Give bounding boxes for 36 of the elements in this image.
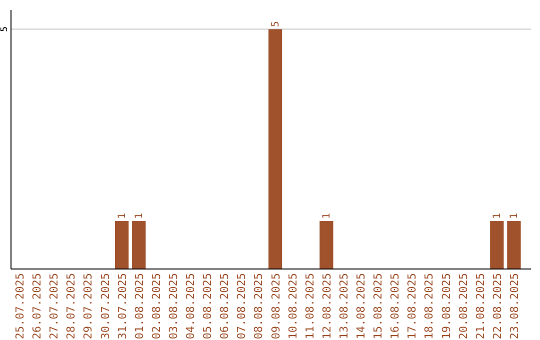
x-tick-label: 04.08.2025 <box>184 273 198 340</box>
x-tick-label: 06.08.2025 <box>218 273 232 340</box>
x-tick-label: 15.08.2025 <box>372 273 385 340</box>
x-tick-label: 11.08.2025 <box>303 273 316 340</box>
x-tick-label: 02.08.2025 <box>150 273 163 340</box>
x-tick-label: 12.08.2025 <box>320 273 334 340</box>
x-tick-label: 25.07.2025 <box>14 273 27 340</box>
x-tick-label: 26.07.2025 <box>30 273 44 340</box>
x-tick-label: 29.07.2025 <box>82 273 95 340</box>
x-tick-label: 31.07.2025 <box>116 273 129 340</box>
x-tick-label: 10.08.2025 <box>286 273 300 340</box>
x-tick-label: 23.08.2025 <box>508 273 521 340</box>
x-tick-label: 14.08.2025 <box>354 273 368 340</box>
data-label: 1 <box>116 213 128 220</box>
x-tick-label: 03.08.2025 <box>166 273 180 340</box>
x-tick-label: 21.08.2025 <box>474 273 487 340</box>
data-label: 5 <box>270 21 282 28</box>
data-label: 1 <box>134 213 145 220</box>
data-label: 1 <box>508 213 520 220</box>
x-tick-label: 07.08.2025 <box>235 273 248 340</box>
x-tick-label: 13.08.2025 <box>337 273 350 340</box>
x-tick-label: 08.08.2025 <box>252 273 266 340</box>
x-tick-label: 27.07.2025 <box>48 273 61 340</box>
x-tick-label: 22.08.2025 <box>490 273 504 340</box>
x-tick-label: 28.07.2025 <box>64 273 78 340</box>
x-tick-label: 18.08.2025 <box>422 273 436 340</box>
x-tick-label: 17.08.2025 <box>406 273 419 340</box>
data-label: 1 <box>492 213 503 220</box>
data-label: 1 <box>321 213 332 220</box>
x-tick-label: 01.08.2025 <box>132 273 146 340</box>
x-tick-label: 05.08.2025 <box>201 273 214 340</box>
x-tick-label: 09.08.2025 <box>269 273 282 340</box>
x-tick-label: 30.07.2025 <box>98 273 112 340</box>
x-tick-label: 20.08.2025 <box>456 273 470 340</box>
x-tick-label: 19.08.2025 <box>440 273 453 340</box>
x-tick-label: 16.08.2025 <box>388 273 402 340</box>
